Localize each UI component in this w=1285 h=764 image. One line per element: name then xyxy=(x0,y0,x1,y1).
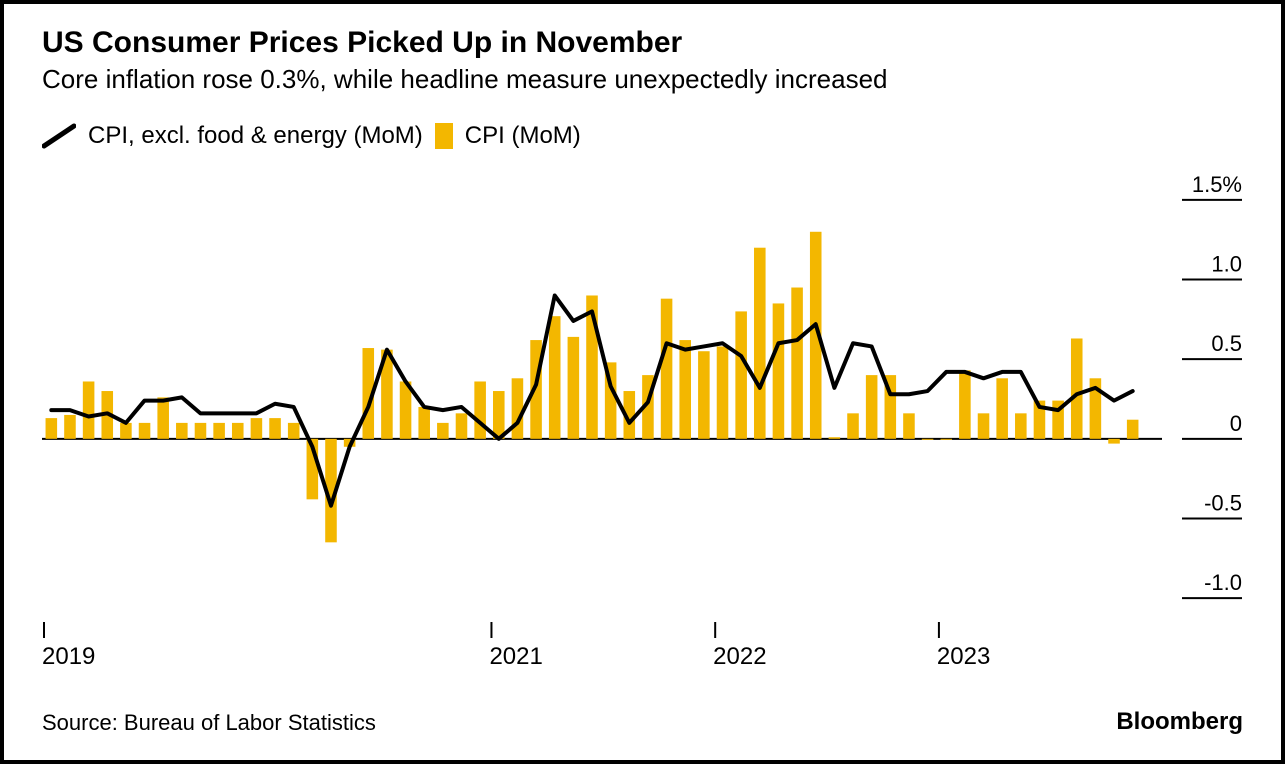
legend-bar-icon xyxy=(435,123,453,149)
bar xyxy=(698,351,710,439)
legend: CPI, excl. food & energy (MoM) CPI (MoM) xyxy=(42,122,581,150)
y-tick-label: 1.0 xyxy=(1211,252,1242,277)
bar xyxy=(157,397,169,438)
legend-line-label: CPI, excl. food & energy (MoM) xyxy=(88,122,423,150)
bar xyxy=(1108,439,1120,444)
bar xyxy=(46,418,58,439)
bar xyxy=(978,413,990,438)
bar xyxy=(940,439,952,440)
bar xyxy=(512,378,524,439)
bar xyxy=(474,381,486,438)
bar xyxy=(903,413,915,438)
bar xyxy=(959,370,971,438)
legend-line-icon xyxy=(42,122,76,150)
source-text: Source: Bureau of Labor Statistics xyxy=(42,710,376,736)
bar xyxy=(773,303,785,438)
bar xyxy=(568,337,580,439)
bar xyxy=(288,423,300,439)
bar xyxy=(661,299,673,439)
bar xyxy=(829,437,841,439)
bar xyxy=(1127,420,1139,439)
y-tick-label: -1.0 xyxy=(1204,570,1242,595)
bar xyxy=(847,413,859,438)
bar xyxy=(269,418,281,439)
bar xyxy=(493,391,505,439)
y-tick-label: 1.5% xyxy=(1192,174,1242,197)
x-tick-label: 2023 xyxy=(937,643,990,664)
y-tick-label: 0.5 xyxy=(1211,331,1242,356)
bar xyxy=(251,418,263,439)
bar xyxy=(232,423,244,439)
legend-bar-label: CPI (MoM) xyxy=(465,122,581,150)
bar xyxy=(83,381,95,438)
bar xyxy=(456,413,468,438)
x-tick-label: 2022 xyxy=(713,643,766,664)
bar xyxy=(1015,413,1027,438)
bar xyxy=(64,415,76,439)
x-tick-label: 2019 xyxy=(42,643,95,664)
bar xyxy=(120,423,132,439)
bar xyxy=(679,340,691,439)
y-tick-label: -0.5 xyxy=(1204,490,1242,515)
bar xyxy=(437,423,449,439)
bar xyxy=(866,375,878,439)
x-tick-label: 2021 xyxy=(489,643,542,664)
bar xyxy=(754,248,766,439)
bar xyxy=(195,423,207,439)
bar xyxy=(549,316,561,439)
chart-area: -1.0 -0.5 0 0.5 1.0 1.5% 2019 2021 2022 2023 xyxy=(42,174,1242,664)
bar xyxy=(139,423,151,439)
bar xyxy=(176,423,188,439)
brand-label: Bloomberg xyxy=(1116,708,1243,736)
chart-subtitle: Core inflation rose 0.3%, while headline… xyxy=(42,64,888,95)
bar xyxy=(922,439,934,440)
bar xyxy=(418,407,430,439)
y-tick-label: 0 xyxy=(1230,411,1242,436)
bar xyxy=(213,423,225,439)
bar xyxy=(996,378,1008,439)
bar xyxy=(717,346,729,438)
bar xyxy=(791,288,803,439)
bar xyxy=(1071,338,1083,438)
bar xyxy=(735,311,747,438)
chart-title: US Consumer Prices Picked Up in November xyxy=(42,26,682,60)
